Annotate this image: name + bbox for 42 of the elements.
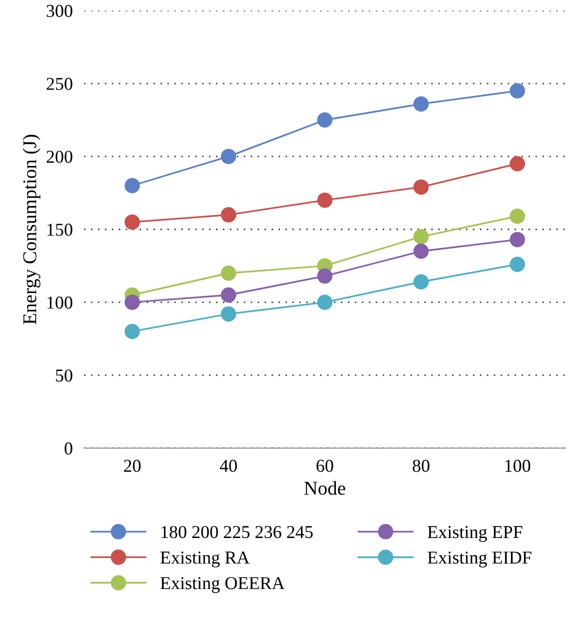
- y-tick-label: 0: [64, 442, 72, 455]
- legend-label: 180 200 225 236 245: [162, 526, 313, 538]
- point: [124, 294, 140, 310]
- legend-label: Existing RA: [160, 552, 250, 568]
- point: [413, 244, 429, 259]
- point: [220, 148, 236, 164]
- x-tick-label: 60: [316, 460, 334, 472]
- point: [220, 265, 236, 281]
- point: [413, 229, 429, 244]
- point: [317, 294, 332, 310]
- point: [317, 268, 332, 284]
- y-tick-label: 100: [47, 296, 72, 309]
- point: [124, 178, 140, 194]
- x-tick-label: 100: [505, 460, 530, 472]
- point: [413, 274, 429, 290]
- point: [124, 214, 140, 230]
- x-axis-title: Node: [304, 481, 346, 495]
- point: [220, 287, 236, 303]
- point: [510, 208, 525, 224]
- point: [413, 179, 429, 195]
- y-tick-label: 300: [46, 4, 72, 18]
- point: [510, 232, 525, 248]
- x-tick-label: 40: [220, 460, 237, 472]
- point: [510, 83, 525, 98]
- point: [317, 112, 332, 128]
- point: [220, 207, 236, 222]
- point: [317, 192, 332, 208]
- legend-label: Existing EIDF: [428, 552, 532, 568]
- point: [124, 324, 140, 340]
- x-tick-label: 80: [412, 460, 430, 472]
- point: [220, 306, 236, 322]
- y-tick-label: 200: [46, 150, 72, 163]
- point: [510, 256, 525, 272]
- legend-label: Existing OEERA: [160, 577, 285, 593]
- point: [413, 96, 429, 112]
- y-tick-label: 50: [56, 369, 72, 382]
- point: [510, 156, 525, 172]
- legend-label: Existing EPF: [428, 526, 522, 542]
- y-axis-title: Energy Consumption (J): [22, 134, 40, 324]
- y-tick-label: 250: [46, 78, 72, 90]
- x-tick-label: 20: [124, 460, 141, 472]
- y-tick-label: 150: [47, 224, 72, 236]
